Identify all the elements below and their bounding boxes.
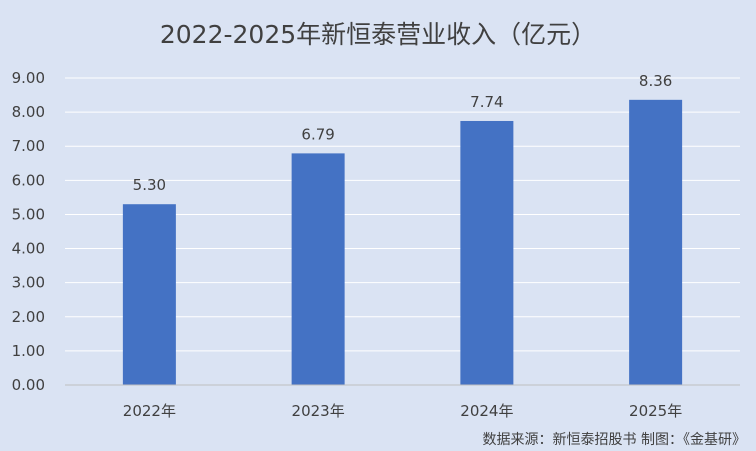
- x-category-label-2: 2023年: [292, 402, 345, 420]
- bars: [122, 99, 683, 385]
- y-tick-label: 6.00: [12, 171, 45, 189]
- data-label-1: 5.30: [133, 176, 166, 194]
- x-category-label-1: 2022年: [123, 402, 176, 420]
- data-label-4: 8.36: [639, 72, 672, 90]
- source-note: 数据来源：新恒泰招股书 制图：《金基研》: [483, 431, 746, 448]
- y-tick-label: 8.00: [12, 103, 45, 121]
- bar-2: [291, 153, 345, 385]
- y-tick-label: 7.00: [12, 137, 45, 155]
- y-axis-tick-labels: 0.00 1.00 2.00 3.00 4.00 5.00 6.00 7.00 8.00 9.00: [12, 69, 45, 394]
- data-label-3: 7.74: [470, 93, 503, 111]
- x-category-label-4: 2025年: [629, 402, 682, 420]
- data-labels: 5.30 6.79 7.74 8.36: [133, 72, 673, 194]
- bar-3: [460, 120, 514, 385]
- y-tick-label: 4.00: [12, 240, 45, 258]
- x-category-label-3: 2024年: [460, 402, 513, 420]
- y-tick-label: 2.00: [12, 308, 45, 326]
- bar-4: [629, 99, 683, 385]
- y-tick-label: 1.00: [12, 342, 45, 360]
- chart-title: 2022-2025年新恒泰营业收入（亿元）: [160, 20, 596, 49]
- gridlines: [65, 77, 740, 352]
- bar-1: [122, 204, 176, 385]
- x-axis-category-labels: 2022年 2023年 2024年 2025年: [123, 402, 682, 420]
- y-tick-label: 0.00: [12, 376, 45, 394]
- data-label-2: 6.79: [301, 125, 334, 143]
- y-tick-label: 3.00: [12, 274, 45, 292]
- y-tick-label: 9.00: [12, 69, 45, 87]
- y-tick-label: 5.00: [12, 205, 45, 223]
